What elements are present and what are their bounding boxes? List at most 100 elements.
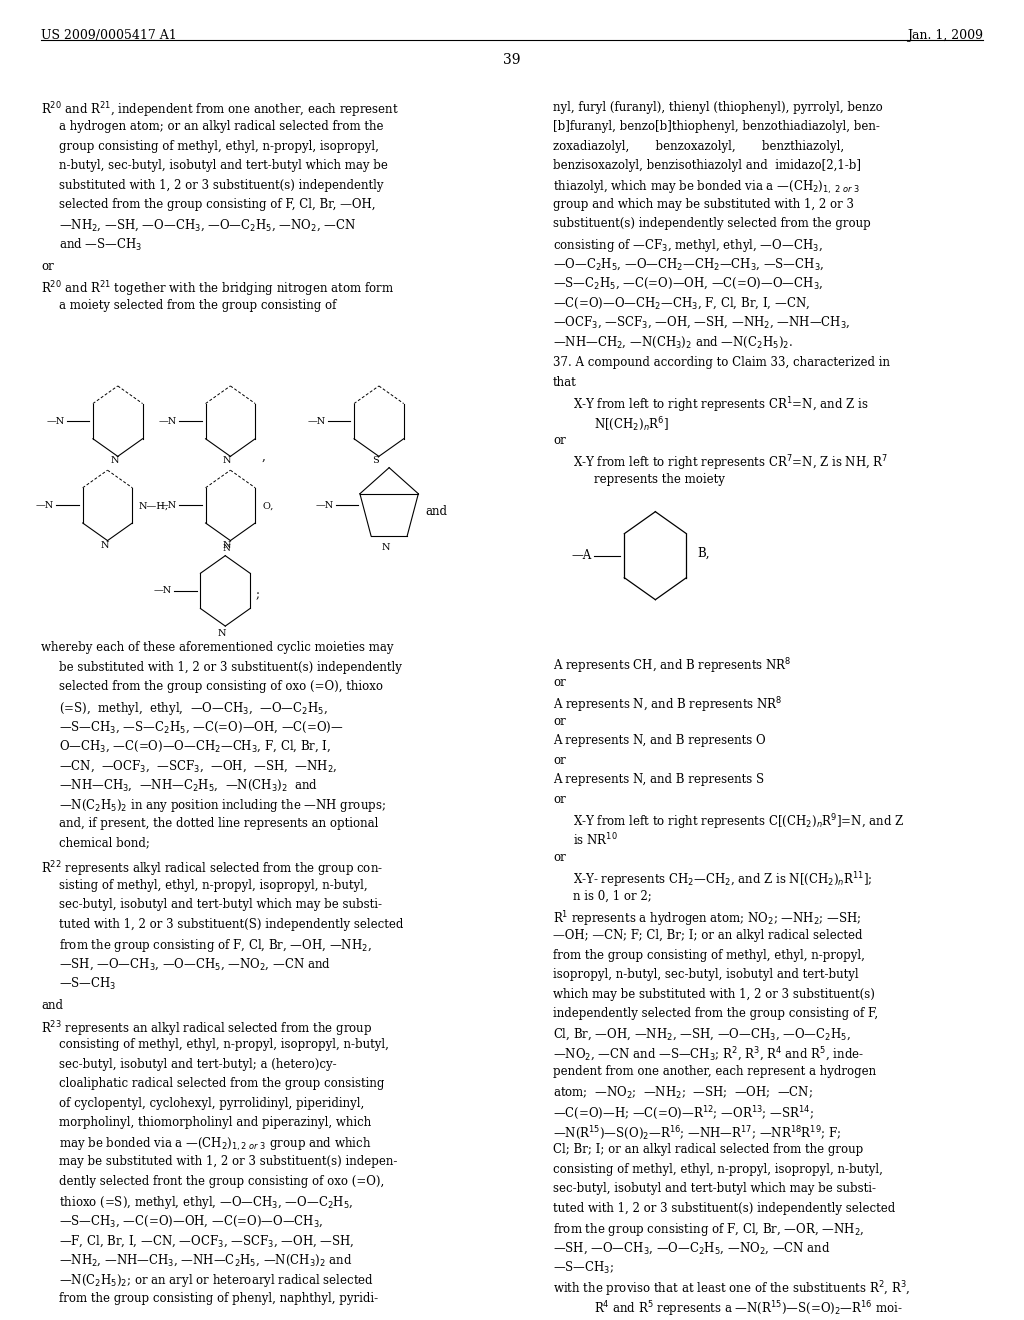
Text: n is 0, 1 or 2;: n is 0, 1 or 2; xyxy=(573,890,652,903)
Text: ;: ; xyxy=(256,589,260,601)
Text: —N(R$^{15}$)—S(O)$_2$—R$^{16}$; —NH—R$^{17}$; —NR$^{18}$R$^{19}$; F;: —N(R$^{15}$)—S(O)$_2$—R$^{16}$; —NH—R$^{… xyxy=(553,1123,841,1142)
Text: tuted with 1, 2 or 3 substituent(S) independently selected: tuted with 1, 2 or 3 substituent(S) inde… xyxy=(59,917,403,931)
Text: —N: —N xyxy=(307,417,326,425)
Text: independently selected from the group consisting of F,: independently selected from the group co… xyxy=(553,1007,879,1020)
Text: zoxadiazolyl,       benzoxazolyl,       benzthiazolyl,: zoxadiazolyl, benzoxazolyl, benzthiazoly… xyxy=(553,140,844,153)
Text: —N: —N xyxy=(159,500,177,510)
Text: R$^4$ and R$^5$ represents a —N(R$^{15}$)—S(=O)$_2$—R$^{16}$ moi-: R$^4$ and R$^5$ represents a —N(R$^{15}$… xyxy=(594,1299,902,1319)
Text: —NH—CH$_3$,  —NH—C$_2$H$_5$,  —N(CH$_3$)$_2$  and: —NH—CH$_3$, —NH—C$_2$H$_5$, —N(CH$_3$)$_… xyxy=(59,777,318,793)
Text: A represents CH, and B represents NR$^8$: A represents CH, and B represents NR$^8$ xyxy=(553,656,792,676)
Text: of cyclopentyl, cyclohexyl, pyrrolidinyl, piperidinyl,: of cyclopentyl, cyclohexyl, pyrrolidinyl… xyxy=(59,1097,365,1110)
Text: sec-butyl, isobutyl and tert-butyl which may be substi-: sec-butyl, isobutyl and tert-butyl which… xyxy=(59,899,382,911)
Text: and: and xyxy=(425,506,446,519)
Text: Cl, Br, —OH, —NH$_2$, —SH, —O—CH$_3$, —O—C$_2$H$_5$,: Cl, Br, —OH, —NH$_2$, —SH, —O—CH$_3$, —O… xyxy=(553,1027,851,1041)
Text: R$^{20}$ and R$^{21}$, independent from one another, each represent: R$^{20}$ and R$^{21}$, independent from … xyxy=(41,100,398,120)
Text: —NH$_2$, —SH, —O—CH$_3$, —O—C$_2$H$_5$, —NO$_2$, —CN: —NH$_2$, —SH, —O—CH$_3$, —O—C$_2$H$_5$, … xyxy=(59,218,356,232)
Text: —S—CH$_3$, —S—C$_2$H$_5$, —C(=O)—OH, —C(=O)—: —S—CH$_3$, —S—C$_2$H$_5$, —C(=O)—OH, —C(… xyxy=(59,719,344,735)
Text: —N: —N xyxy=(36,500,54,510)
Text: —S—CH$_3$: —S—CH$_3$ xyxy=(59,977,117,993)
Text: —SH, —O—CH$_3$, —O—C$_2$H$_5$, —NO$_2$, —CN and: —SH, —O—CH$_3$, —O—C$_2$H$_5$, —NO$_2$, … xyxy=(553,1241,830,1257)
Text: group and which may be substituted with 1, 2 or 3: group and which may be substituted with … xyxy=(553,198,854,211)
Text: —N: —N xyxy=(159,417,177,425)
Text: R$^{22}$ represents alkyl radical selected from the group con-: R$^{22}$ represents alkyl radical select… xyxy=(41,859,383,879)
Text: —CN,  —OCF$_3$,  —SCF$_3$,  —OH,  —SH,  —NH$_2$,: —CN, —OCF$_3$, —SCF$_3$, —OH, —SH, —NH$_… xyxy=(59,758,337,774)
Text: N: N xyxy=(222,544,230,553)
Text: nyl, furyl (furanyl), thienyl (thiophenyl), pyrrolyl, benzo: nyl, furyl (furanyl), thienyl (thiopheny… xyxy=(553,100,883,114)
Text: from the group consisting of methyl, ethyl, n-propyl,: from the group consisting of methyl, eth… xyxy=(553,949,865,961)
Text: —S—CH$_3$;: —S—CH$_3$; xyxy=(553,1261,614,1276)
Text: A represents N, and B represents S: A represents N, and B represents S xyxy=(553,774,764,787)
Text: sec-butyl, isobutyl and tert-butyl; a (hetero)cy-: sec-butyl, isobutyl and tert-butyl; a (h… xyxy=(59,1057,337,1071)
Text: represents the moiety: represents the moiety xyxy=(594,474,725,486)
Text: N: N xyxy=(218,628,226,638)
Text: cloaliphatic radical selected from the group consisting: cloaliphatic radical selected from the g… xyxy=(59,1077,384,1090)
Text: —N(C$_2$H$_5$)$_2$ in any position including the —NH groups;: —N(C$_2$H$_5$)$_2$ in any position inclu… xyxy=(59,797,386,814)
Text: —A: —A xyxy=(571,549,592,562)
Text: or: or xyxy=(553,434,565,447)
Text: chemical bond;: chemical bond; xyxy=(59,836,150,849)
Text: X-Y from left to right represents CR$^7$=N, Z is NH, R$^7$: X-Y from left to right represents CR$^7$… xyxy=(573,454,889,474)
Text: [b]furanyl, benzo[b]thiophenyl, benzothiadiazolyl, ben-: [b]furanyl, benzo[b]thiophenyl, benzothi… xyxy=(553,120,880,133)
Text: selected from the group consisting of oxo (=O), thioxo: selected from the group consisting of ox… xyxy=(59,680,383,693)
Text: from the group consisting of F, Cl, Br, —OH, —NH$_2$,: from the group consisting of F, Cl, Br, … xyxy=(59,937,372,954)
Text: Jan. 1, 2009: Jan. 1, 2009 xyxy=(907,29,983,42)
Text: and, if present, the dotted line represents an optional: and, if present, the dotted line represe… xyxy=(59,817,378,829)
Text: with the proviso that at least one of the substituents R$^2$, R$^3$,: with the proviso that at least one of th… xyxy=(553,1280,910,1299)
Text: US 2009/0005417 A1: US 2009/0005417 A1 xyxy=(41,29,177,42)
Text: substituted with 1, 2 or 3 substituent(s) independently: substituted with 1, 2 or 3 substituent(s… xyxy=(59,178,383,191)
Text: that: that xyxy=(553,376,577,389)
Text: —S—CH$_3$, —C(=O)—OH, —C(=O)—O—CH$_3$,: —S—CH$_3$, —C(=O)—OH, —C(=O)—O—CH$_3$, xyxy=(59,1214,324,1229)
Text: and: and xyxy=(41,999,62,1012)
Text: N[(CH$_2$)$_n$R$^6$]: N[(CH$_2$)$_n$R$^6$] xyxy=(594,414,669,433)
Text: benzisoxazolyl, benzisothiazolyl and  imidazo[2,1-b]: benzisoxazolyl, benzisothiazolyl and imi… xyxy=(553,158,861,172)
Text: —N: —N xyxy=(46,417,65,425)
Text: —F, Cl, Br, I, —CN, —OCF$_3$, —SCF$_3$, —OH, —SH,: —F, Cl, Br, I, —CN, —OCF$_3$, —SCF$_3$, … xyxy=(59,1233,354,1249)
Text: N: N xyxy=(223,541,231,549)
Text: X-Y from left to right represents C[(CH$_2$)$_n$R$^9$]=N, and Z: X-Y from left to right represents C[(CH$… xyxy=(573,812,904,832)
Text: thioxo (=S), methyl, ethyl, —O—CH$_3$, —O—C$_2$H$_5$,: thioxo (=S), methyl, ethyl, —O—CH$_3$, —… xyxy=(59,1195,353,1212)
Text: pendent from one another, each represent a hydrogen: pendent from one another, each represent… xyxy=(553,1065,877,1078)
Text: —O—C$_2$H$_5$, —O—CH$_2$—CH$_2$—CH$_3$, —S—CH$_3$,: —O—C$_2$H$_5$, —O—CH$_2$—CH$_2$—CH$_3$, … xyxy=(553,256,824,272)
Text: dently selected front the group consisting of oxo (=O),: dently selected front the group consisti… xyxy=(59,1175,384,1188)
Text: from the group consisting of F, Cl, Br, —OR, —NH$_2$,: from the group consisting of F, Cl, Br, … xyxy=(553,1221,864,1238)
Text: or: or xyxy=(553,714,565,727)
Text: n-butyl, sec-butyl, isobutyl and tert-butyl which may be: n-butyl, sec-butyl, isobutyl and tert-bu… xyxy=(59,158,388,172)
Text: ,: , xyxy=(261,450,265,463)
Text: A represents N, and B represents O: A represents N, and B represents O xyxy=(553,734,766,747)
Text: R$^{20}$ and R$^{21}$ together with the bridging nitrogen atom form: R$^{20}$ and R$^{21}$ together with the … xyxy=(41,280,394,300)
Text: thiazolyl, which may be bonded via a —(CH$_2$)$_{1,\ 2\ or\ 3}$: thiazolyl, which may be bonded via a —(C… xyxy=(553,178,860,195)
Text: isopropyl, n-butyl, sec-butyl, isobutyl and tert-butyl: isopropyl, n-butyl, sec-butyl, isobutyl … xyxy=(553,968,858,981)
Text: and —S—CH$_3$: and —S—CH$_3$ xyxy=(59,238,142,253)
Text: consisting of methyl, ethyl, n-propyl, isopropyl, n-butyl,: consisting of methyl, ethyl, n-propyl, i… xyxy=(553,1163,883,1176)
Text: sisting of methyl, ethyl, n-propyl, isopropyl, n-butyl,: sisting of methyl, ethyl, n-propyl, isop… xyxy=(59,879,368,892)
Text: —NO$_2$, —CN and —S—CH$_3$; R$^2$, R$^3$, R$^4$ and R$^5$, inde-: —NO$_2$, —CN and —S—CH$_3$; R$^2$, R$^3$… xyxy=(553,1045,864,1064)
Text: may be bonded via a —(CH$_2$)$_{1, 2\ or\ 3}$ group and which: may be bonded via a —(CH$_2$)$_{1, 2\ or… xyxy=(59,1137,372,1154)
Text: N: N xyxy=(100,541,109,549)
Text: or: or xyxy=(553,754,565,767)
Text: a hydrogen atom; or an alkyl radical selected from the: a hydrogen atom; or an alkyl radical sel… xyxy=(59,120,383,133)
Text: is NR$^{10}$: is NR$^{10}$ xyxy=(573,832,618,849)
Text: X-Y- represents CH$_2$—CH$_2$, and Z is N[(CH$_2$)$_n$R$^{11}$];: X-Y- represents CH$_2$—CH$_2$, and Z is … xyxy=(573,871,873,890)
Text: R$^1$ represents a hydrogen atom; NO$_2$; —NH$_2$; —SH;: R$^1$ represents a hydrogen atom; NO$_2$… xyxy=(553,909,861,929)
Text: O,: O, xyxy=(263,502,276,511)
Text: S: S xyxy=(373,457,379,466)
Text: —S—C$_2$H$_5$, —C(=O)—OH, —C(=O)—O—CH$_3$,: —S—C$_2$H$_5$, —C(=O)—OH, —C(=O)—O—CH$_3… xyxy=(553,276,823,292)
Text: may be substituted with 1, 2 or 3 substituent(s) indepen-: may be substituted with 1, 2 or 3 substi… xyxy=(59,1155,397,1168)
Text: consisting of methyl, ethyl, n-propyl, isopropyl, n-butyl,: consisting of methyl, ethyl, n-propyl, i… xyxy=(59,1039,389,1052)
Text: —C(=O)—O—CH$_2$—CH$_3$, F, Cl, Br, I, —CN,: —C(=O)—O—CH$_2$—CH$_3$, F, Cl, Br, I, —C… xyxy=(553,296,810,312)
Text: or: or xyxy=(553,676,565,689)
Text: atom;  —NO$_2$;  —NH$_2$;  —SH;  —OH;  —CN;: atom; —NO$_2$; —NH$_2$; —SH; —OH; —CN; xyxy=(553,1085,813,1101)
Text: —SH, —O—CH$_3$, —O—CH$_5$, —NO$_2$, —CN and: —SH, —O—CH$_3$, —O—CH$_5$, —NO$_2$, —CN … xyxy=(59,957,331,973)
Text: R$^{23}$ represents an alkyl radical selected from the group: R$^{23}$ represents an alkyl radical sel… xyxy=(41,1019,373,1039)
Text: or: or xyxy=(41,260,53,273)
Text: —OCF$_3$, —SCF$_3$, —OH, —SH, —NH$_2$, —NH—CH$_3$,: —OCF$_3$, —SCF$_3$, —OH, —SH, —NH$_2$, —… xyxy=(553,315,851,330)
Text: A represents N, and B represents NR$^8$: A represents N, and B represents NR$^8$ xyxy=(553,696,782,715)
Text: (=S),  methyl,  ethyl,  —O—CH$_3$,  —O—C$_2$H$_5$,: (=S), methyl, ethyl, —O—CH$_3$, —O—C$_2$… xyxy=(59,700,328,717)
Text: tuted with 1, 2 or 3 substituent(s) independently selected: tuted with 1, 2 or 3 substituent(s) inde… xyxy=(553,1203,895,1214)
Text: N: N xyxy=(223,457,231,466)
Text: substituent(s) independently selected from the group: substituent(s) independently selected fr… xyxy=(553,218,870,231)
Text: morpholinyl, thiomorpholinyl and piperazinyl, which: morpholinyl, thiomorpholinyl and piperaz… xyxy=(59,1117,372,1130)
Text: group consisting of methyl, ethyl, n-propyl, isopropyl,: group consisting of methyl, ethyl, n-pro… xyxy=(59,140,379,153)
Text: —N: —N xyxy=(315,500,334,510)
Text: B,: B, xyxy=(697,546,710,560)
